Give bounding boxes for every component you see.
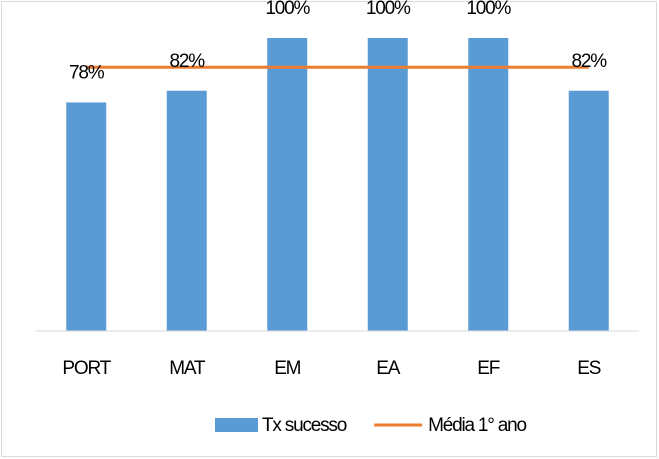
bar [166,90,207,332]
x-tick-label: MAT [169,358,206,379]
bar [66,102,107,332]
x-tick-label: EA [376,358,400,379]
legend-label: Tx sucesso [262,415,347,436]
data-label: 78% [69,62,105,83]
x-tick-label: ES [577,358,600,379]
x-tick-label: EM [274,358,300,379]
bar [267,38,308,331]
bar [468,38,509,331]
data-label: 100% [265,0,310,19]
x-tick-label: EF [477,358,499,379]
data-label: 100% [366,0,411,19]
x-tick-label: PORT [62,358,111,379]
data-label: 82% [170,51,206,72]
data-label: 82% [572,51,608,72]
legend-swatch [215,418,258,432]
bar [367,38,408,331]
bar [568,90,609,332]
legend-label: Média 1° ano [428,415,526,436]
data-label: 100% [466,0,511,19]
